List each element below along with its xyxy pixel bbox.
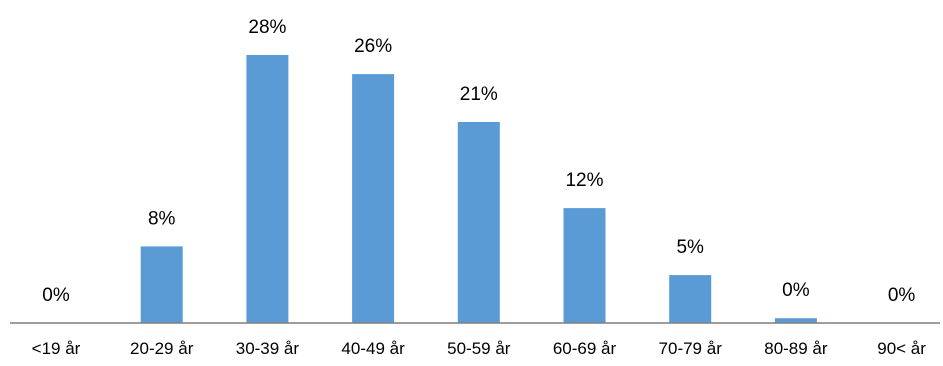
data-labels-layer: 0% 8% 28% 26% 21% 12% 5% 0% 0% — [42, 17, 915, 306]
data-label-5: 12% — [565, 170, 603, 191]
x-tick-label-8: 90< år — [877, 339, 926, 358]
x-tick-label-2: 30-39 år — [236, 339, 300, 358]
data-label-2: 28% — [248, 17, 286, 38]
bar-4 — [457, 122, 500, 323]
data-label-6: 5% — [676, 237, 704, 258]
bar-3 — [352, 74, 395, 323]
data-label-4: 21% — [460, 84, 498, 105]
bar-6 — [669, 275, 712, 323]
data-label-3: 26% — [354, 36, 392, 57]
bar-5 — [563, 208, 606, 323]
x-tick-label-1: 20-29 år — [130, 339, 194, 358]
bar-7 — [774, 318, 817, 323]
x-tick-label-0: <19 år — [32, 339, 81, 358]
x-tick-label-4: 50-59 år — [447, 339, 511, 358]
x-tick-label-7: 80-89 år — [764, 339, 828, 358]
x-tick-labels-layer: <19 år 20-29 år 30-39 år 40-49 år 50-59 år 60… — [32, 339, 927, 358]
x-tick-label-3: 40-49 år — [341, 339, 405, 358]
data-label-7: 0% — [782, 280, 810, 301]
data-label-8: 0% — [888, 285, 916, 306]
x-tick-label-5: 60-69 år — [553, 339, 617, 358]
data-label-1: 8% — [148, 208, 176, 229]
x-tick-label-6: 70-79 år — [659, 339, 723, 358]
bar-2 — [246, 55, 289, 323]
bar-1 — [140, 246, 183, 323]
bars-layer — [140, 55, 817, 323]
data-label-0: 0% — [42, 285, 70, 306]
